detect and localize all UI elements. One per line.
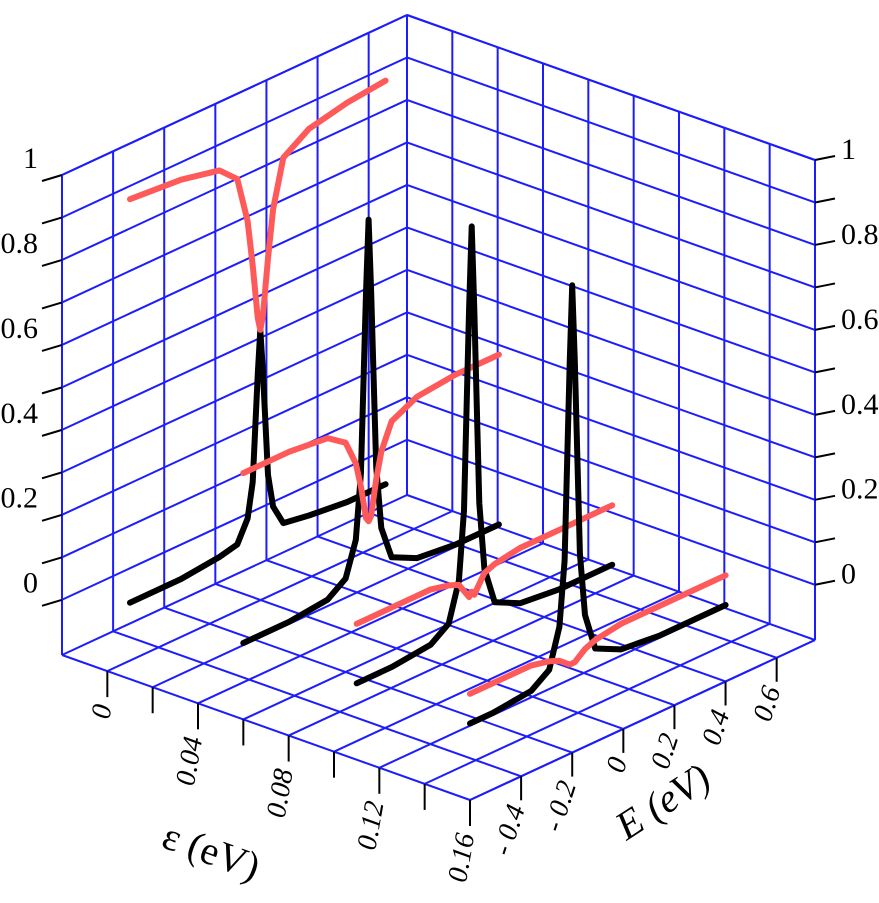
grid-line (61, 438, 408, 601)
x-tick-label: 0.08 (261, 767, 300, 821)
z-tick (814, 324, 836, 331)
z-tick-label: 0.8 (841, 218, 879, 251)
grid-line (406, 99, 816, 246)
grid-line (61, 141, 408, 304)
x-axis-label: ε (eV) (157, 813, 266, 890)
grid-line (61, 268, 408, 431)
grid-line (61, 353, 408, 516)
z-tick (41, 386, 63, 395)
z-tick (41, 598, 63, 607)
z-tick (41, 513, 63, 522)
z-tick-label: 1 (23, 142, 38, 175)
z-tick-label: 0.2 (1, 482, 39, 515)
data-line (240, 351, 502, 525)
grid-line (288, 574, 635, 737)
z-tick (41, 258, 63, 267)
z-tick (814, 494, 836, 501)
z-tick-label: 0.2 (841, 473, 879, 506)
z-tick (814, 197, 836, 204)
x-tick-label: 0.04 (170, 734, 209, 788)
grid-line (61, 396, 408, 559)
x-tick-label: 0.12 (352, 799, 391, 853)
z-tick (41, 174, 63, 182)
y-tick-label: - 0.4 (487, 801, 532, 859)
grid-line (61, 56, 408, 219)
z-tick (41, 216, 63, 225)
z-tick (814, 367, 836, 374)
z-tick-label: 1 (841, 133, 856, 166)
z-tick (814, 579, 836, 586)
grid-line (333, 590, 680, 753)
z-tick (814, 239, 836, 246)
y-tick-label: 0.4 (696, 706, 736, 749)
box-edge (469, 639, 816, 801)
z-tick (41, 556, 63, 565)
grid-line (242, 558, 589, 721)
z-tick-label: 0.4 (1, 397, 39, 430)
z-tick-label: 0 (23, 567, 38, 600)
z-tick (41, 343, 63, 352)
z-tick-label: 0.6 (1, 312, 39, 345)
grid-line (406, 183, 816, 331)
grid-line (406, 141, 816, 289)
grid-line (61, 311, 408, 474)
box-edge (61, 654, 471, 801)
x-tick-label: 0 (86, 702, 119, 721)
z-tick-label: 0.8 (1, 227, 39, 260)
data-line (353, 502, 616, 627)
data-line (353, 223, 616, 687)
grid-line (266, 559, 675, 707)
y-tick-label: 0.6 (747, 682, 787, 725)
z-tick-label: 0 (841, 558, 856, 591)
z-tick (41, 471, 63, 480)
grid-line (406, 56, 816, 204)
z-tick (41, 301, 63, 310)
grid-line (214, 582, 624, 730)
z-tick (814, 155, 836, 161)
grid-line (317, 535, 726, 683)
z-tick (814, 452, 836, 459)
grid-line (406, 438, 816, 586)
grid-line (424, 622, 771, 785)
data-line (127, 77, 389, 333)
box-edge (61, 14, 408, 176)
y-tick-label: 0 (600, 753, 634, 776)
data-line (467, 572, 729, 697)
z-tick (41, 428, 63, 437)
grid-line (106, 510, 453, 673)
grid-line (61, 226, 408, 389)
box-edge (61, 494, 408, 656)
grid-line (112, 630, 522, 778)
grid-line (61, 184, 408, 346)
data-line (467, 282, 729, 727)
data-line (240, 216, 502, 646)
z-tick (814, 537, 836, 544)
z-tick (814, 409, 836, 416)
z-tick-label: 0.4 (841, 388, 879, 421)
z-tick-label: 0.6 (841, 303, 879, 336)
y-tick-label: - 0.2 (538, 777, 583, 835)
box-edge (406, 14, 816, 161)
grid-line (152, 526, 499, 689)
x-tick-label: 0.16 (442, 831, 481, 885)
z-tick (814, 282, 836, 289)
